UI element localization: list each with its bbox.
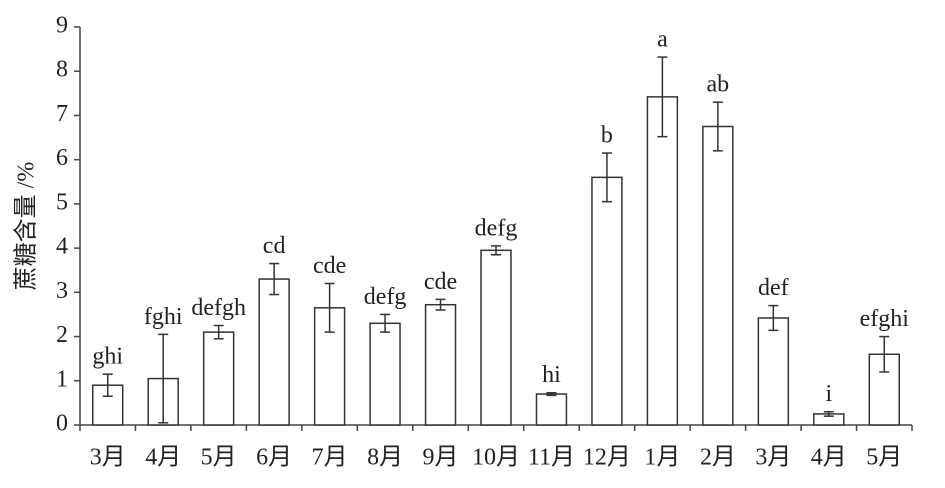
error-bar [213,324,224,340]
y-tick-label: 4 [56,234,68,260]
y-tick-label: 9 [56,13,68,39]
x-tick-label: 5月 [201,445,237,471]
error-bar [435,298,446,311]
x-tick-label: 2月 [700,445,736,471]
annotation: ghi [92,344,123,370]
error-bar [657,56,668,138]
annotation: b [601,123,613,149]
error-bar [102,373,113,398]
annotation: def [758,275,789,301]
x-tick-label: 1月 [644,445,680,471]
bar [757,317,790,426]
x-tick-label: 10月 [472,445,520,471]
bar [424,303,457,426]
annotation: cde [424,269,457,295]
y-tick-label: 6 [56,145,68,171]
annotation: defg [475,215,518,241]
annotation: cd [263,233,286,259]
annotation: efghi [860,306,910,332]
error-bar [491,245,501,256]
x-tick-label: 12月 [583,445,631,471]
bar [258,278,290,426]
bar [480,249,512,426]
y-tick-label: 3 [56,278,68,304]
y-tick-label: 0 [56,411,68,437]
error-bar [823,410,834,417]
y-tick-label: 2 [56,322,68,348]
annotation: defg [364,284,407,310]
error-bar [768,304,779,332]
annotation: fghi [144,304,183,330]
annotation: i [825,381,832,407]
y-axis-label: 蔗糖含量 /% [13,162,40,291]
bar [369,322,401,426]
x-tick-label: 4月 [811,445,847,471]
x-tick-label: 3月 [90,445,126,471]
error-bar [879,335,890,373]
error-bar [158,333,169,424]
error-bar [380,313,391,333]
error-bar [601,152,612,203]
y-tick-label: 7 [56,101,68,127]
annotation: ab [707,72,730,98]
bar [646,96,679,426]
x-tick-label: 11月 [528,445,575,471]
y-tick-label: 8 [56,57,68,83]
annotation: cde [313,253,346,279]
error-bar [546,391,557,397]
error-bar [712,101,723,152]
x-tick-label: 5月 [866,445,902,471]
bar [535,393,568,426]
x-tick-label: 3月 [755,445,791,471]
bar [702,125,734,426]
error-bar [324,282,335,333]
x-tick-label: 9月 [423,445,459,471]
y-tick-label: 5 [56,189,68,215]
x-tick-label: 6月 [256,445,292,471]
y-tick-label: 1 [56,366,68,392]
annotation: a [657,27,668,53]
x-tick-label: 4月 [145,445,181,471]
x-tick-label: 7月 [312,445,348,471]
annotation: hi [542,362,561,388]
x-tick-label: 8月 [367,445,403,471]
error-bar [269,262,280,296]
bar [202,331,235,426]
annotation: defgh [191,295,246,321]
bar [591,176,623,426]
